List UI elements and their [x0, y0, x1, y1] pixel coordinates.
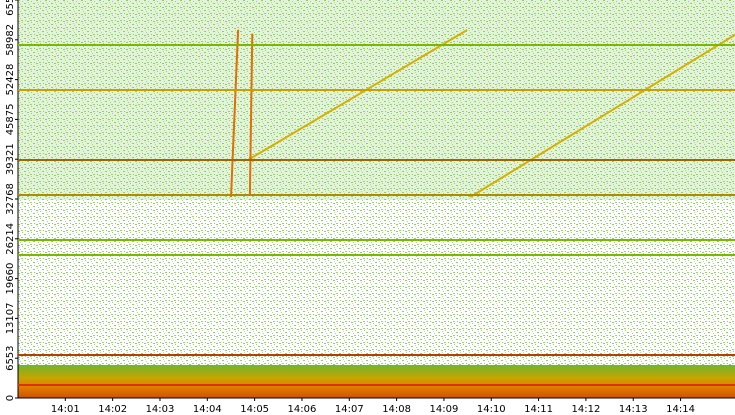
y-tick-label: 19660	[5, 263, 16, 295]
x-tick-label: 14:08	[382, 404, 411, 415]
series-line	[230, 29, 240, 198]
y-tick-label: 65536	[5, 0, 16, 16]
x-tick-label: 14:06	[288, 404, 317, 415]
x-tick-label: 14:07	[335, 404, 364, 415]
y-tick-label: 45875	[5, 103, 16, 135]
x-tick-label: 14:03	[146, 404, 175, 415]
series-line	[469, 33, 735, 198]
y-tick-label: 13107	[5, 302, 16, 334]
dense-region	[18, 0, 735, 200]
x-tick-label: 14:04	[193, 404, 222, 415]
y-tick-label: 58982	[5, 24, 16, 56]
y-tick-label: 0	[5, 395, 16, 401]
y-tick-label: 6553	[5, 345, 16, 370]
series-line	[247, 29, 468, 161]
y-tick-label: 26214	[5, 223, 16, 255]
x-tick-label: 14:05	[240, 404, 269, 415]
plot-area	[18, 0, 735, 398]
x-tick-label: 14:12	[572, 404, 601, 415]
x-tick-label: 14:14	[666, 404, 695, 415]
y-tick-label: 32768	[5, 183, 16, 215]
x-tick-label: 14:02	[98, 404, 127, 415]
dense-band	[18, 365, 735, 398]
series-line	[248, 33, 254, 196]
x-tick-label: 14:13	[619, 404, 648, 415]
y-tick-label: 52428	[5, 64, 16, 96]
x-tick-label: 14:11	[524, 404, 553, 415]
x-tick-label: 14:01	[51, 404, 80, 415]
x-tick-label: 14:09	[430, 404, 459, 415]
y-tick-label: 39321	[5, 143, 16, 175]
x-tick-label: 14:10	[477, 404, 506, 415]
